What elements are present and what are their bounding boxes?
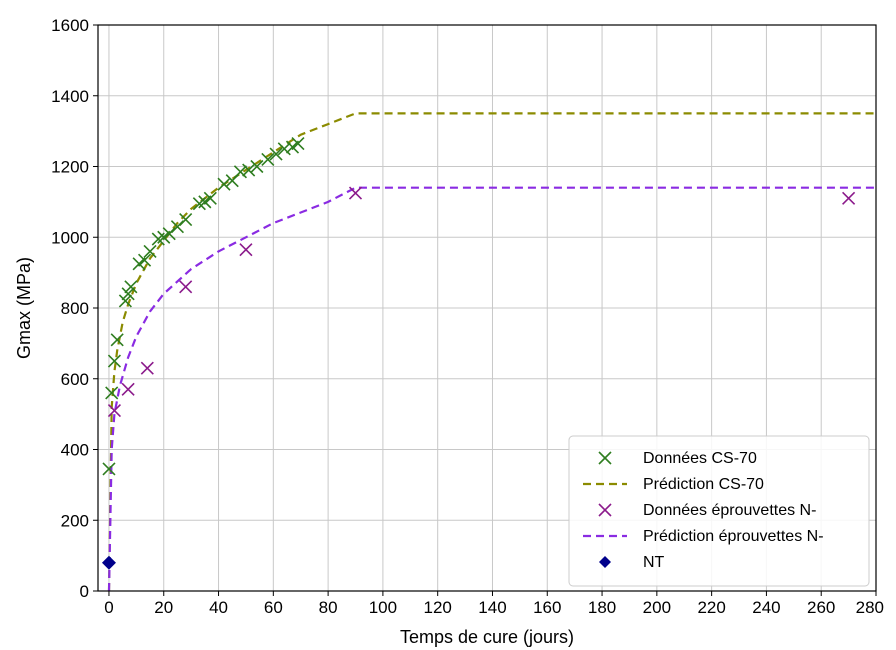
legend-entry: Données CS-70 — [598, 450, 757, 467]
data-point-series-0 — [233, 165, 248, 179]
legend-entry: Prédiction éprouvettes N- — [583, 528, 824, 545]
x-tick-label: 60 — [264, 598, 283, 617]
data-point-series-0 — [138, 253, 152, 267]
data-point-series-2 — [140, 361, 154, 375]
legend-marker — [599, 556, 611, 568]
legend-label: Données éprouvettes N- — [643, 502, 816, 519]
y-axis-label: Gmax (MPa) — [14, 257, 34, 359]
x-tick-label: 120 — [424, 598, 452, 617]
y-axis: 0 200 400 600 800 1000 1200 1400 1600 — [51, 16, 98, 601]
legend-entry: Données éprouvettes N- — [598, 502, 816, 519]
data-point-series-0 — [217, 177, 231, 191]
y-tick-label: 0 — [80, 582, 89, 601]
legend-label: NT — [643, 554, 665, 571]
x-axis: 0 20 40 60 80 100 120 140 160 180 200 220 240 260 280 — [104, 591, 884, 617]
legend-marker — [598, 451, 612, 465]
x-tick-label: 220 — [697, 598, 725, 617]
data-point-series-0 — [118, 294, 132, 308]
data-point-series-0 — [162, 227, 176, 241]
data-point-series-2 — [842, 191, 856, 205]
y-tick-label: 1600 — [51, 16, 89, 35]
x-tick-label: 0 — [104, 598, 113, 617]
legend-label: Prédiction éprouvettes N- — [643, 528, 824, 545]
legend-label: Prédiction CS-70 — [643, 476, 764, 493]
y-tick-label: 600 — [61, 370, 89, 389]
data-point-series-0 — [261, 152, 275, 166]
y-tick-label: 1000 — [51, 228, 89, 247]
data-point-series-0 — [121, 287, 135, 301]
x-tick-label: 80 — [319, 598, 338, 617]
data-point-series-0 — [105, 386, 119, 400]
data-point-series-0 — [143, 244, 157, 258]
y-tick-label: 400 — [61, 441, 89, 460]
data-point-series-2 — [179, 280, 193, 294]
data-point-series-0 — [170, 220, 185, 234]
legend-label: Données CS-70 — [643, 450, 757, 467]
data-point-series-0 — [277, 142, 291, 156]
data-point-series-2 — [121, 382, 135, 396]
y-tick-label: 800 — [61, 299, 89, 318]
x-tick-label: 240 — [752, 598, 780, 617]
x-tick-label: 140 — [478, 598, 506, 617]
x-tick-label: 20 — [154, 598, 173, 617]
data-point-series-4 — [101, 555, 116, 570]
data-point-series-0 — [110, 333, 124, 347]
y-tick-label: 1200 — [51, 158, 89, 177]
x-tick-label: 280 — [856, 598, 884, 617]
x-tick-label: 260 — [807, 598, 835, 617]
data-point-series-2 — [107, 404, 122, 418]
y-tick-label: 1400 — [51, 87, 89, 106]
legend: Données CS-70 Prédiction CS-70 Données épr… — [568, 435, 870, 587]
x-tick-label: 100 — [369, 598, 397, 617]
data-point-series-0 — [203, 191, 217, 205]
data-point-series-0 — [102, 462, 116, 476]
data-point-series-0 — [179, 212, 193, 227]
series-line-1 — [107, 112, 876, 592]
x-tick-label: 200 — [643, 598, 671, 617]
data-point-series-2 — [239, 243, 253, 257]
x-axis-label: Temps de cure (jours) — [400, 627, 574, 647]
data-point-series-0 — [124, 280, 138, 294]
legend-marker — [598, 503, 612, 517]
data-point-series-0 — [250, 159, 264, 174]
data-point-series-0 — [269, 147, 283, 161]
legend-box — [568, 435, 870, 587]
y-tick-label: 200 — [61, 511, 89, 530]
series-line-3 — [107, 186, 876, 592]
legend-entry: NT — [599, 554, 665, 571]
legend-entry: Prédiction CS-70 — [583, 476, 764, 493]
x-tick-label: 40 — [209, 598, 228, 617]
data-point-series-0 — [242, 163, 256, 177]
plot-area — [101, 112, 876, 592]
data-point-series-0 — [291, 136, 305, 151]
data-point-series-2 — [348, 186, 363, 200]
x-tick-label: 160 — [533, 598, 561, 617]
x-tick-label: 180 — [588, 598, 616, 617]
data-point-series-0 — [107, 354, 122, 368]
